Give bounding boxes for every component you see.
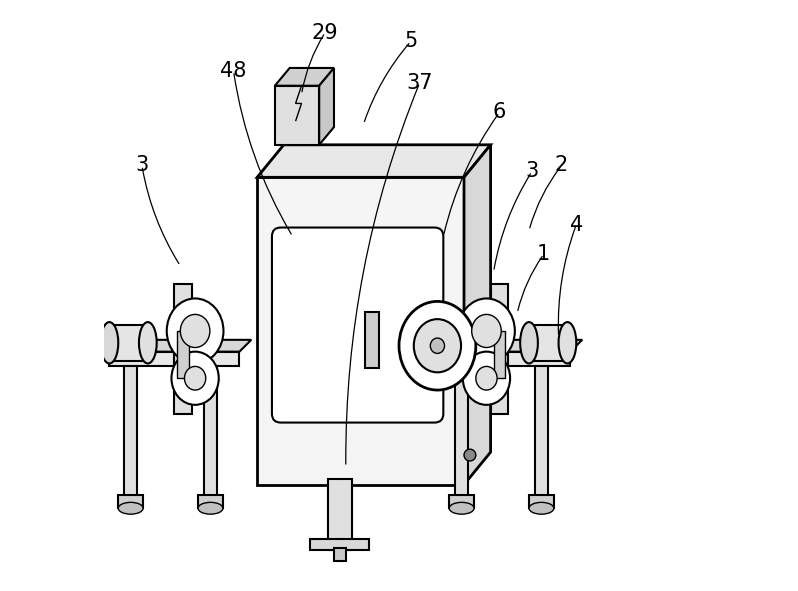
Text: 6: 6 [493, 102, 506, 122]
FancyBboxPatch shape [272, 228, 444, 423]
Polygon shape [257, 145, 491, 177]
Ellipse shape [180, 314, 210, 348]
Ellipse shape [118, 502, 143, 514]
Ellipse shape [559, 322, 576, 363]
Text: 29: 29 [312, 22, 338, 43]
Text: 48: 48 [220, 61, 247, 81]
Ellipse shape [464, 449, 476, 461]
Ellipse shape [101, 322, 118, 363]
Ellipse shape [458, 298, 515, 363]
Bar [529, 495, 554, 508]
Bar [365, 311, 380, 368]
Bar [334, 548, 346, 561]
Bar [118, 495, 143, 508]
Bar [275, 86, 319, 145]
Bar [432, 334, 470, 358]
Bar [535, 366, 548, 496]
Bar [257, 177, 464, 485]
Polygon shape [109, 340, 251, 352]
Bar [449, 495, 474, 508]
Bar [491, 284, 508, 414]
Bar [493, 331, 505, 378]
Ellipse shape [184, 366, 206, 390]
Ellipse shape [399, 301, 476, 390]
Bar [529, 325, 571, 361]
Bar [310, 539, 369, 550]
Ellipse shape [520, 322, 538, 363]
Polygon shape [319, 68, 334, 145]
Ellipse shape [198, 502, 223, 514]
Bar [440, 352, 571, 366]
Text: 2: 2 [555, 155, 568, 176]
Bar [204, 366, 217, 496]
Text: 4: 4 [570, 215, 583, 235]
Polygon shape [440, 340, 583, 352]
Text: 37: 37 [406, 73, 433, 93]
Ellipse shape [172, 352, 219, 405]
Ellipse shape [167, 298, 223, 363]
Polygon shape [275, 68, 334, 86]
Ellipse shape [476, 366, 497, 390]
Text: 5: 5 [405, 31, 417, 51]
Bar [455, 366, 468, 496]
Text: 1: 1 [537, 244, 551, 264]
Polygon shape [464, 145, 491, 485]
Bar [198, 495, 223, 508]
Bar [328, 479, 352, 550]
Ellipse shape [414, 319, 461, 372]
Ellipse shape [472, 314, 501, 348]
Bar [175, 284, 192, 414]
Bar [124, 366, 137, 496]
Text: 3: 3 [136, 155, 148, 176]
Ellipse shape [430, 338, 444, 353]
Ellipse shape [529, 502, 554, 514]
Ellipse shape [463, 352, 510, 405]
Bar [177, 331, 189, 378]
Ellipse shape [449, 502, 474, 514]
Bar [109, 352, 239, 366]
Ellipse shape [139, 322, 156, 363]
Text: 3: 3 [525, 161, 539, 181]
Bar [109, 325, 151, 361]
